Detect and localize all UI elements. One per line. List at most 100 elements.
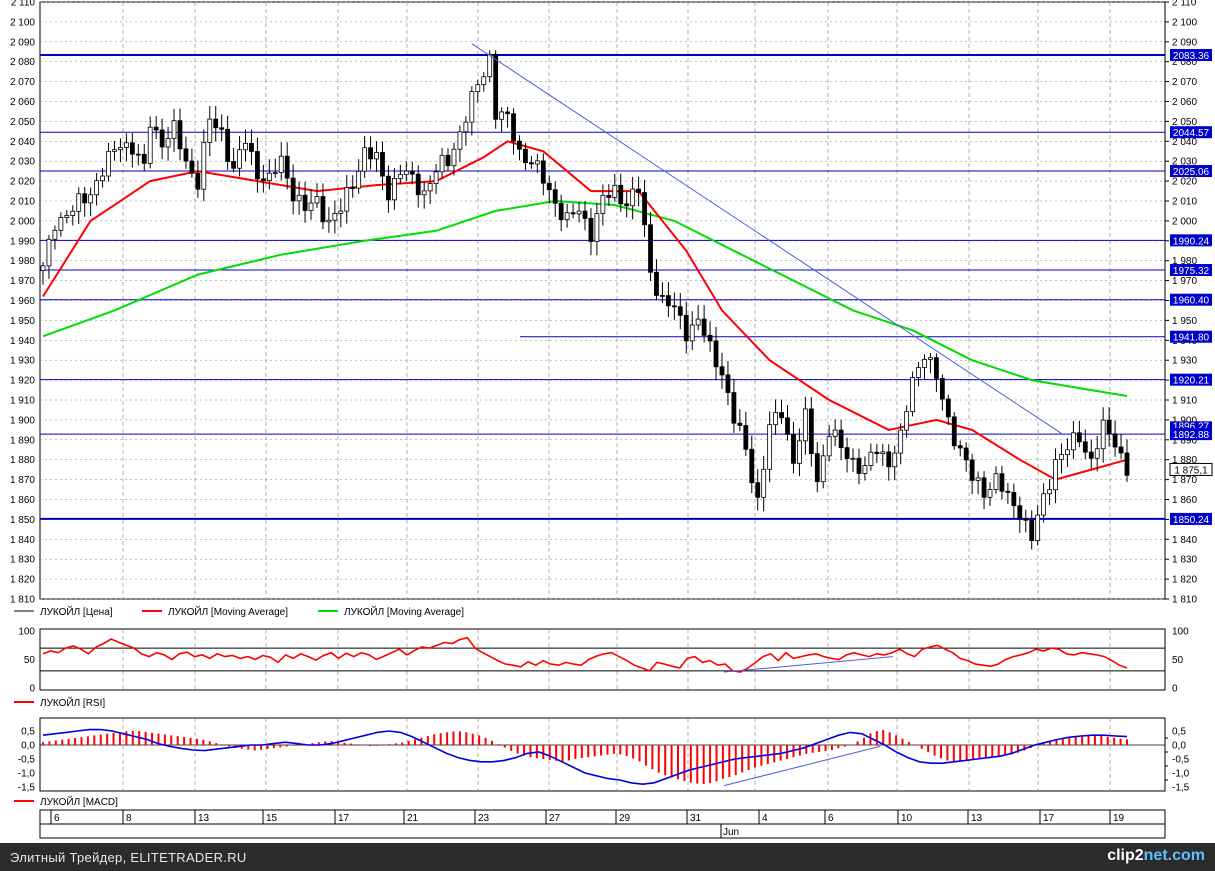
brand-logo[interactable]: clip2net.com [1107, 847, 1205, 865]
candle-body [100, 175, 105, 182]
candle-body [939, 378, 945, 400]
rsi-y-axis: 0 0 50 50 100 100 [18, 627, 1189, 695]
price-tick-label-left: 1 900 [10, 415, 35, 426]
legend-price-label: ЛУКОЙЛ [Цена] [40, 605, 113, 618]
level-badge [1170, 234, 1212, 247]
level-badge-label: 1960.40 [1173, 296, 1210, 307]
price-tick-label-right: 2 110 [1172, 0, 1197, 9]
rsi-legend: ЛУКОЙЛ [RSI] [14, 696, 105, 709]
candle-body [606, 194, 612, 198]
price-tick-label-left: 1 850 [10, 515, 35, 526]
candle-body [612, 184, 618, 198]
level-badges: 2083.36 2044.57 2025.06 1990.24 1975.32 1960.… [1169, 49, 1213, 526]
candle-body [308, 202, 314, 211]
price-tick-label-left: 1 810 [10, 595, 35, 606]
candle-body [338, 210, 344, 214]
candle-body [290, 177, 296, 202]
price-tick-label-left: 2 100 [10, 17, 35, 28]
level-badge-front [1170, 428, 1212, 441]
candle-body [868, 451, 874, 466]
price-tick-label-right: 1 970 [1172, 276, 1197, 287]
candle-body [725, 374, 731, 393]
candle-body [963, 447, 969, 461]
candle-body [1029, 519, 1035, 541]
candle-body [1035, 514, 1041, 541]
candle-body [421, 190, 427, 196]
candle-body [523, 148, 528, 164]
date-tick-label: 23 [478, 813, 490, 824]
candle-body [779, 412, 784, 419]
price-tick-label-right: 2 100 [1172, 17, 1197, 28]
candle-body [654, 271, 659, 296]
candle-body [683, 314, 689, 342]
candle-body [159, 129, 165, 148]
candle-body [975, 477, 981, 481]
macd-tick-label-right: 0,5 [1172, 727, 1186, 738]
main-legend: ЛУКОЙЛ [Цена] ЛУКОЙЛ [Moving Average] ЛУ… [14, 605, 464, 618]
level-badge [1170, 165, 1212, 178]
macd-tick-label-left: 0,5 [21, 727, 35, 738]
candle-body [945, 398, 951, 418]
date-tick-label: 17 [1043, 813, 1055, 824]
candle-body [1065, 449, 1070, 456]
date-tick-label: 29 [619, 813, 631, 824]
candle-body [266, 172, 272, 181]
candle-body [451, 148, 457, 167]
macd-plot-area [39, 717, 1166, 792]
price-tick-label-left: 1 860 [10, 495, 35, 506]
price-tick-label-right: 1 980 [1172, 256, 1197, 267]
price-tick-label-right: 1 900 [1172, 415, 1197, 426]
downtrend-line [471, 43, 1063, 435]
price-tick-label-right: 2 080 [1172, 57, 1197, 68]
date-tick-label: 17 [338, 813, 350, 824]
price-tick-label-right: 2 050 [1172, 117, 1197, 128]
price-tick-label-right: 2 060 [1172, 97, 1197, 108]
level-badge [1170, 126, 1212, 139]
candle-body [52, 229, 58, 240]
candle-body [76, 193, 82, 212]
candle-body [904, 411, 910, 431]
price-tick-label-right: 1 840 [1172, 535, 1197, 546]
price-tick-label-right: 1 890 [1172, 435, 1197, 446]
level-badge-front-label: 1892.88 [1173, 430, 1210, 441]
candle-body [362, 147, 368, 172]
current-price-box [1169, 462, 1213, 476]
candle-body [928, 357, 933, 360]
candle-body [850, 457, 856, 460]
rsi-legend-label: ЛУКОЙЛ [RSI] [40, 696, 105, 709]
candle-body [439, 154, 445, 173]
macd-tick-label-left: 0,0 [21, 741, 35, 752]
date-tick-label: 6 [828, 813, 834, 824]
price-tick-label-right: 1 880 [1172, 455, 1197, 466]
price-tick-label-left: 2 110 [11, 0, 36, 9]
candle-body [88, 194, 94, 204]
price-tick-label-left: 1 920 [10, 376, 35, 387]
candle-body [183, 148, 189, 162]
candle-body [350, 187, 356, 189]
candle-body [272, 172, 278, 174]
candle-body [1070, 432, 1076, 451]
candle-body [999, 473, 1005, 492]
candle-body [642, 192, 647, 226]
rsi-series [42, 636, 1128, 673]
candle-body [487, 53, 493, 78]
candle-body [558, 202, 564, 221]
candle-body [314, 196, 320, 204]
candle-body [570, 212, 576, 215]
date-tick-label: 27 [549, 813, 561, 824]
rsi-tick-label-left: 100 [18, 627, 35, 638]
candle-body [618, 184, 624, 205]
candle-body [636, 188, 642, 193]
price-tick-label-left: 1 940 [10, 336, 35, 347]
price-tick-label-right: 1 870 [1172, 475, 1197, 486]
price-tick-label-right: 2 090 [1172, 37, 1197, 48]
candle-body [207, 118, 213, 143]
candle-body [511, 113, 516, 142]
candle-body [195, 172, 201, 190]
candle-body [773, 412, 778, 426]
macd-tick-label-left: -0,5 [18, 755, 36, 766]
candle-body [213, 118, 219, 129]
candle-body [1076, 432, 1082, 443]
price-tick-label-left: 2 050 [10, 117, 35, 128]
candle-body [838, 429, 844, 449]
